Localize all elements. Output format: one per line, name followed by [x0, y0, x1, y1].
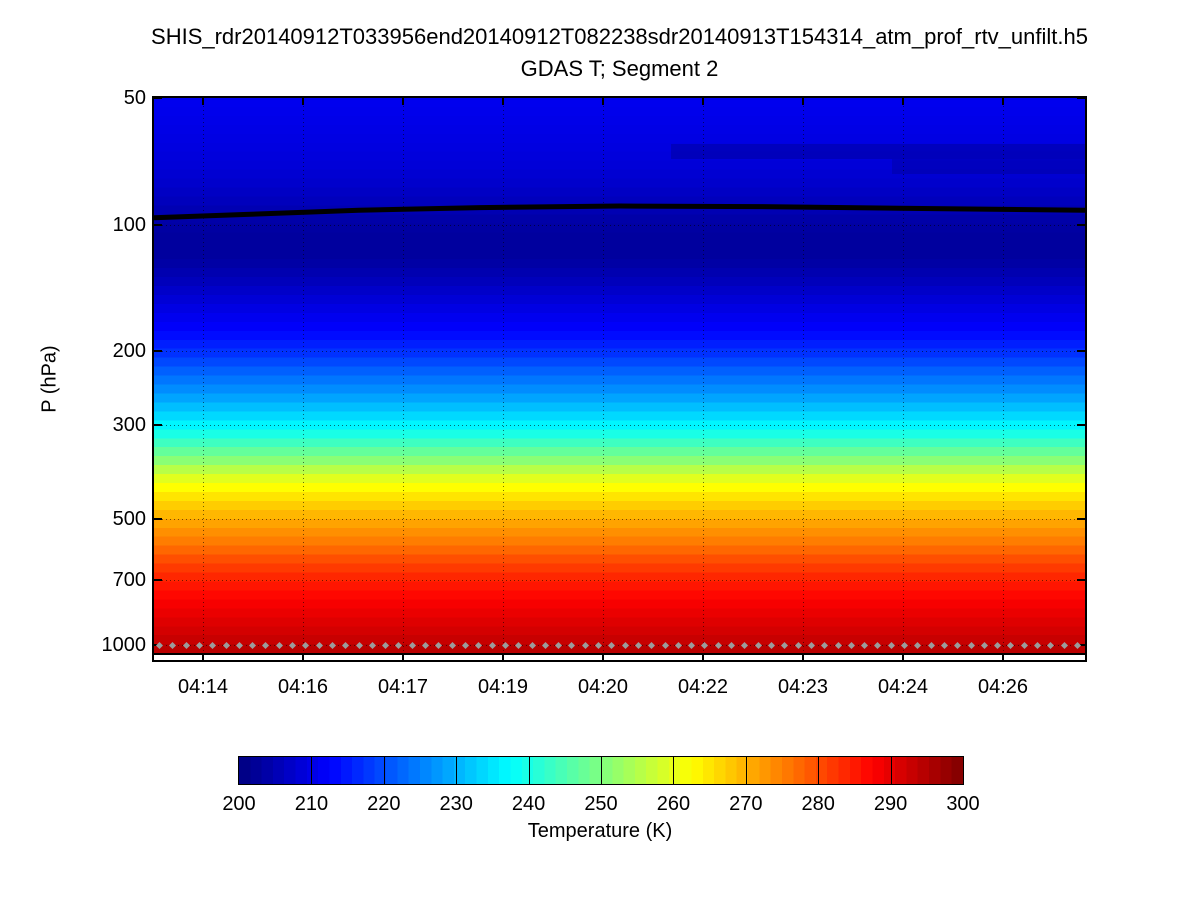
- colorbar-tick-label: 200: [222, 793, 256, 815]
- x-tick-mark-top: [902, 98, 904, 105]
- x-tick-mark-bottom: [202, 655, 204, 660]
- colorbar-tick-label: 220: [367, 793, 401, 815]
- y-tick-mark-left: [154, 517, 162, 520]
- y-tick-mark-right: [1077, 350, 1085, 353]
- x-tick-label: 04:23: [777, 676, 829, 698]
- x-gridline: [403, 98, 404, 653]
- x-tick-label: 04:19: [477, 676, 529, 698]
- colorbar-tick-mark: [528, 757, 530, 784]
- x-tick-mark-top: [302, 98, 304, 105]
- colorbar-tick-mark: [673, 757, 675, 784]
- x-tick-mark-top: [502, 98, 504, 105]
- colorbar-tick-label: 210: [294, 793, 329, 815]
- x-tick-mark-bottom: [702, 655, 704, 660]
- x-tick-mark-bottom: [802, 655, 804, 660]
- data-variation-patch: [892, 159, 1085, 175]
- x-gridline: [1003, 98, 1004, 653]
- tropopause-polyline: [154, 203, 1085, 221]
- x-gridline: [903, 98, 904, 653]
- y-tick-mark-left: [154, 424, 162, 427]
- y-tick-mark-right: [1077, 517, 1085, 520]
- colorbar-tick-mark: [745, 757, 747, 784]
- colorbar-tick-label: 270: [729, 793, 763, 815]
- colorbar-tick-label: 250: [584, 793, 618, 815]
- heatmap: [154, 98, 1085, 653]
- x-gridline: [503, 98, 504, 653]
- x-tick-mark-bottom: [402, 655, 404, 660]
- y-gridline: [154, 519, 1085, 520]
- colorbar-tick-mark: [311, 757, 313, 784]
- y-gridline: [154, 225, 1085, 226]
- colorbar-tick-label: 280: [801, 793, 835, 815]
- colorbar-tick-mark: [890, 757, 892, 784]
- figure-title: SHIS_rdr20140912T033956end20140912T08223…: [151, 24, 1088, 49]
- colorbar-tick-label: 300: [946, 793, 980, 815]
- x-tick-label: 04:17: [377, 676, 429, 698]
- x-tick-mark-bottom: [302, 655, 304, 660]
- colorbar-tick-label: 240: [511, 793, 546, 815]
- x-tick-label: 04:14: [177, 676, 229, 698]
- colorbar-tick-mark: [818, 757, 820, 784]
- x-tick-label: 04:20: [577, 676, 629, 698]
- figure-subtitle: GDAS T; Segment 2: [520, 56, 719, 81]
- colorbar-tick-mark: [456, 757, 458, 784]
- y-tick-mark-right: [1077, 578, 1085, 581]
- x-tick-mark-top: [602, 98, 604, 105]
- plot-area: [152, 96, 1087, 662]
- x-tick-mark-top: [402, 98, 404, 105]
- y-tick-mark-left: [154, 97, 162, 99]
- tropopause-line: [154, 203, 1085, 221]
- x-tick-label: 04:16: [277, 676, 329, 698]
- colorbar-tick-label: 290: [873, 793, 908, 815]
- y-tick-label: 500: [112, 507, 146, 530]
- x-tick-mark-top: [702, 98, 704, 105]
- x-tick-label: 04:26: [977, 676, 1029, 698]
- y-gridline: [154, 645, 1085, 646]
- x-gridline: [203, 98, 204, 653]
- y-tick-label: 700: [112, 568, 146, 591]
- heatmap-bottom-edge: [154, 653, 1085, 655]
- x-tick-mark-bottom: [902, 655, 904, 660]
- data-variation-patch: [670, 143, 1085, 160]
- y-tick-mark-right: [1077, 424, 1085, 427]
- x-tick-mark-top: [1002, 98, 1004, 105]
- x-tick-mark-top: [202, 98, 204, 105]
- x-gridline: [703, 98, 704, 653]
- y-gridline: [154, 580, 1085, 581]
- y-tick-label: 200: [112, 340, 146, 363]
- x-gridline: [803, 98, 804, 653]
- colorbar-tick-mark: [383, 757, 385, 784]
- colorbar-tick-label: 230: [439, 793, 473, 815]
- y-tick-mark-left: [154, 578, 162, 581]
- x-tick-mark-bottom: [602, 655, 604, 660]
- x-tick-mark-bottom: [1002, 655, 1004, 660]
- y-tick-mark-right: [1077, 223, 1085, 226]
- y-tick-label: 1000: [101, 634, 147, 657]
- x-tick-label: 04:22: [677, 676, 729, 698]
- x-gridline: [303, 98, 304, 653]
- colorbar: [238, 756, 964, 785]
- y-gridline: [154, 425, 1085, 426]
- x-tick-mark-bottom: [502, 655, 504, 660]
- y-tick-label: 50: [123, 87, 146, 109]
- y-tick-mark-left: [154, 223, 162, 226]
- x-tick-mark-top: [802, 98, 804, 105]
- y-tick-label: 100: [112, 213, 146, 236]
- y-tick-mark-right: [1077, 97, 1085, 99]
- colorbar-tick-label: 260: [656, 793, 691, 815]
- y-tick-mark-left: [154, 350, 162, 353]
- colorbar-tick-mark: [601, 757, 602, 784]
- colorbar-label: Temperature (K): [527, 820, 673, 842]
- x-tick-label: 04:24: [877, 676, 929, 698]
- x-gridline: [603, 98, 604, 653]
- y-gridline: [154, 351, 1085, 352]
- y-tick-label: 300: [112, 414, 146, 437]
